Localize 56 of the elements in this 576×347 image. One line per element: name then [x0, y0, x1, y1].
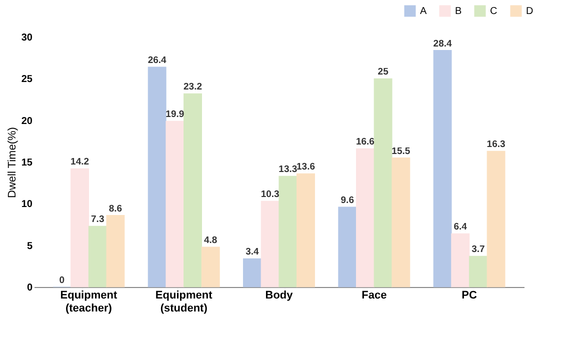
bar: [356, 148, 374, 288]
bar: [201, 246, 220, 288]
y-tick-label: 0: [26, 282, 33, 294]
data-label: 7.3: [91, 214, 104, 226]
x-tick-label: Face: [362, 290, 387, 302]
bar: [392, 158, 410, 288]
data-label: 16.6: [356, 136, 374, 148]
y-tick-label: 15: [21, 158, 33, 168]
legend-label: A: [420, 6, 427, 17]
bar: [106, 215, 125, 288]
bar: [296, 173, 315, 288]
bar: [468, 256, 488, 288]
y-tick-label: 20: [21, 116, 33, 127]
y-tick-label: 10: [21, 199, 33, 210]
legend-label: D: [526, 6, 534, 17]
x-tick-label: Body: [265, 290, 294, 302]
x-tick-label: Equipment (teacher): [60, 290, 118, 314]
data-label: 19.9: [166, 109, 184, 120]
data-label: 8.6: [108, 203, 122, 214]
legend-label: B: [455, 6, 462, 17]
data-label: 14.2: [70, 156, 90, 168]
data-label: 25: [378, 66, 390, 78]
legend-label: C: [490, 6, 498, 17]
data-label: 15.5: [392, 146, 411, 157]
y-tick-label: 25: [21, 74, 33, 86]
data-label: 3.7: [472, 244, 485, 256]
bar: [338, 206, 357, 288]
data-label: 10.3: [260, 189, 280, 200]
data-label: 23.2: [184, 82, 202, 93]
x-tick-label: Equipment (student): [155, 290, 213, 314]
bar: [166, 120, 184, 288]
bar: [88, 226, 107, 288]
bar: [243, 258, 262, 288]
data-label: 3.4: [246, 246, 260, 258]
data-label: 4.8: [204, 235, 218, 246]
data-label: 6.4: [454, 222, 468, 233]
bar: [148, 66, 166, 288]
bar: [486, 150, 506, 288]
bar: [451, 233, 470, 288]
bar: [260, 200, 280, 288]
bar: [374, 78, 392, 288]
y-tick-label: 30: [21, 32, 33, 44]
bar: [184, 93, 202, 288]
bar: [70, 168, 90, 288]
data-label: 13.3: [278, 164, 298, 176]
y-tick-label: 5: [26, 240, 33, 252]
y-axis-title: Dwell Time(%): [6, 127, 18, 198]
data-label: 13.6: [296, 162, 316, 173]
data-label: 0: [59, 275, 65, 286]
x-tick-label: PC: [462, 290, 477, 302]
data-label: 26.4: [148, 55, 168, 66]
bar: [278, 176, 298, 288]
data-label: 28.4: [433, 38, 452, 50]
data-label: 16.3: [486, 139, 506, 150]
bar: [433, 50, 452, 288]
data-label: 9.6: [340, 195, 354, 206]
